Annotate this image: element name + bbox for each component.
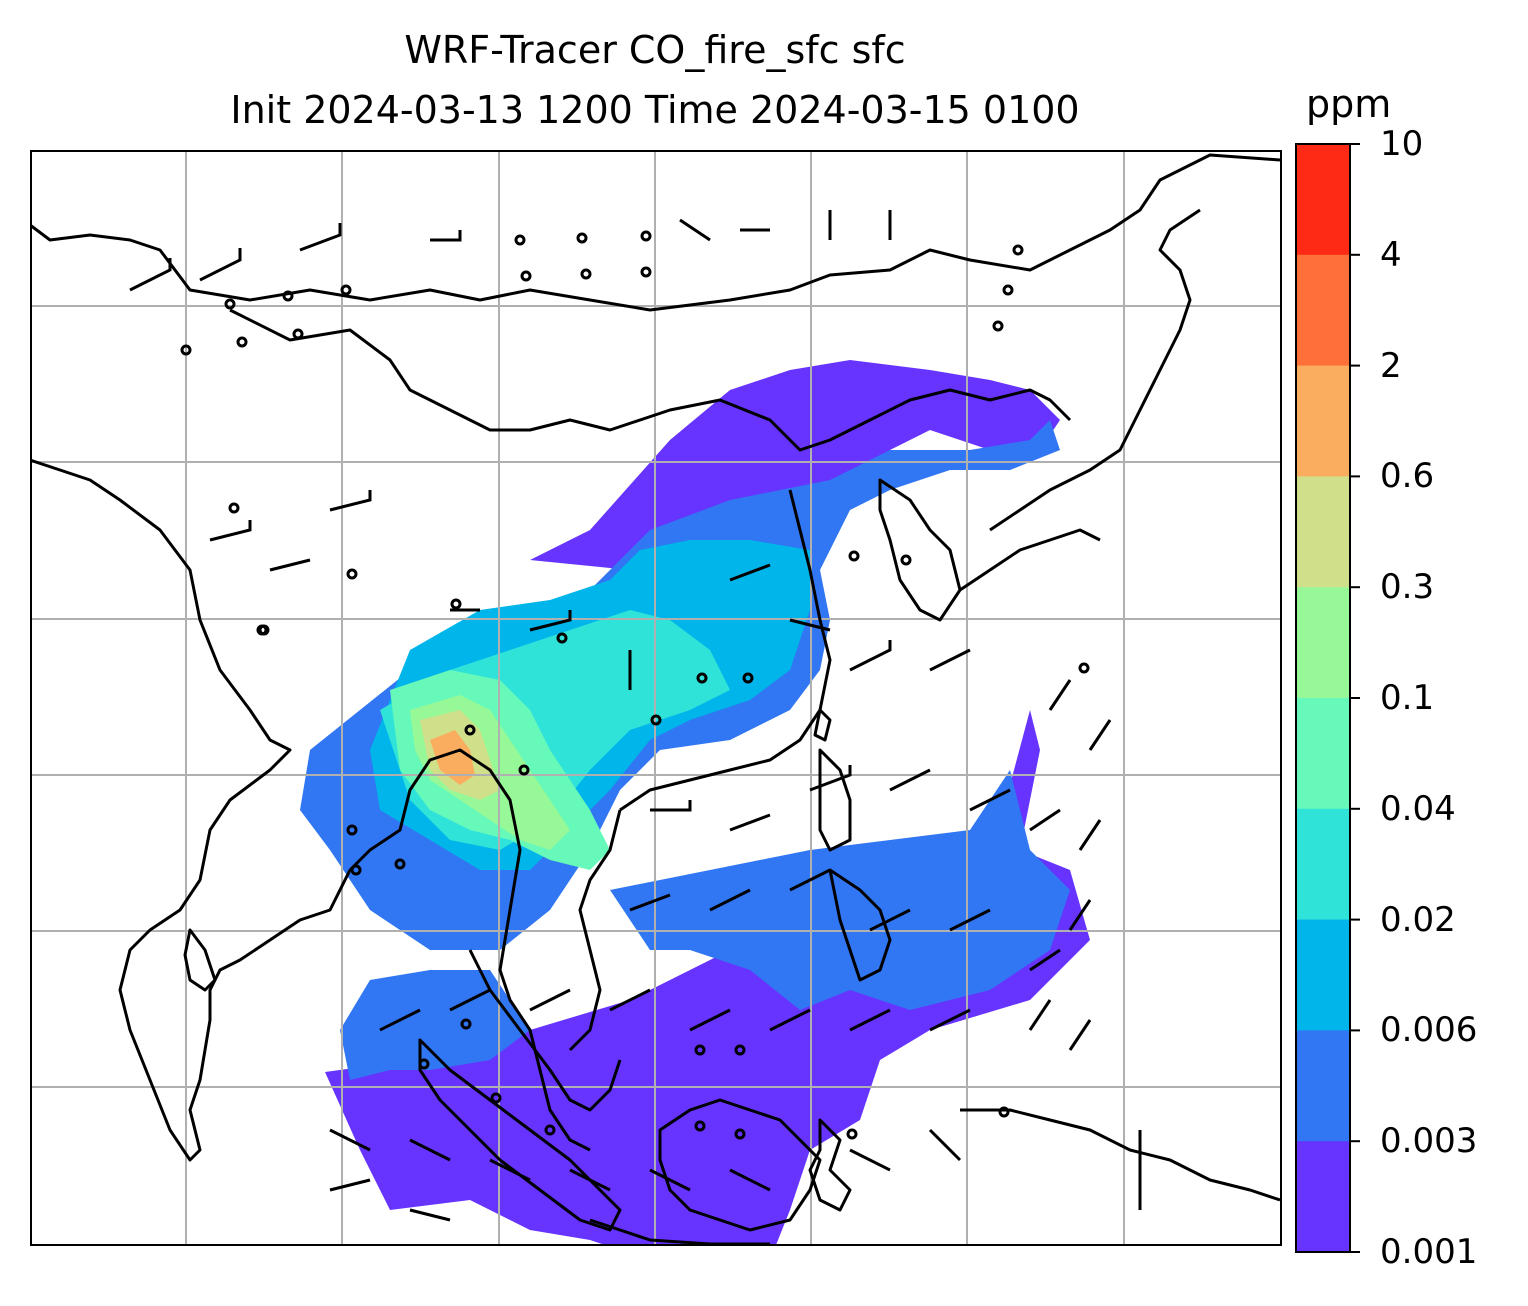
colorbar-segment [1296, 1030, 1350, 1142]
colorbar-segment [1296, 1141, 1350, 1253]
map-title-line2: Init 2024-03-13 1200 Time 2024-03-15 010… [230, 88, 1080, 132]
coast-sulawesi [808, 1118, 852, 1212]
colorbar-segment [1296, 476, 1350, 588]
colorbar-segment [1296, 808, 1350, 921]
colorbar-segment [1296, 919, 1350, 1031]
coast-mongolia-border [229, 308, 1072, 452]
coast-philippines [818, 748, 892, 982]
coast-sumatra [418, 1038, 622, 1232]
plume-level-0.6 [430, 730, 475, 785]
coast-sri-lanka [183, 928, 217, 992]
coast-new-guinea [960, 1108, 1280, 1210]
coast-japan [959, 208, 1201, 592]
wind-barbs [129, 210, 1112, 1222]
map-panel [30, 150, 1282, 1246]
colorbar-tick-label: 0.6 [1380, 456, 1435, 497]
colorbar-tick-label: 0.1 [1380, 678, 1435, 718]
map-title-line1: WRF-Tracer CO_fire_sfc sfc [404, 28, 906, 72]
colorbar-segment [1296, 365, 1350, 477]
graticule [30, 150, 1280, 1244]
coast-china-east [619, 489, 832, 812]
colorbar-tick-label: 0.001 [1380, 1232, 1478, 1272]
colorbar [1295, 143, 1360, 1253]
colorbar-segment [1296, 587, 1350, 699]
plume-level-0.003-sw [340, 970, 530, 1080]
tracer-field [300, 360, 1090, 1244]
plume-level-0.001-north [530, 360, 1060, 570]
colorbar-segment [1296, 254, 1350, 367]
colorbar-tick-label: 2 [1380, 345, 1402, 386]
coast-borneo [658, 1098, 822, 1232]
plume-level-0.001 [325, 710, 1090, 1244]
colorbar-segment [1296, 144, 1350, 256]
colorbar-tick-label: 0.006 [1380, 1010, 1478, 1051]
colorbar-tick-label: 10 [1380, 124, 1424, 164]
colorbar-unit: ppm [1306, 82, 1392, 126]
coast-korea [878, 478, 962, 622]
colorbar-segment [1296, 698, 1350, 810]
colorbar-tick-label: 0.02 [1380, 899, 1456, 940]
calm-markers [180, 230, 1090, 1140]
colorbar-tick-label: 0.3 [1380, 567, 1435, 608]
plume-level-0.003-south [610, 770, 1070, 1010]
colorbar-tick-label: 4 [1380, 234, 1402, 275]
coast-java [589, 1218, 770, 1244]
colorbar-tick-label: 0.003 [1380, 1121, 1478, 1162]
coast-malay [468, 949, 622, 1112]
colorbar-tick-label: 0.04 [1380, 788, 1456, 829]
coast-taiwan [813, 708, 832, 742]
coast-indochina [348, 748, 622, 1152]
